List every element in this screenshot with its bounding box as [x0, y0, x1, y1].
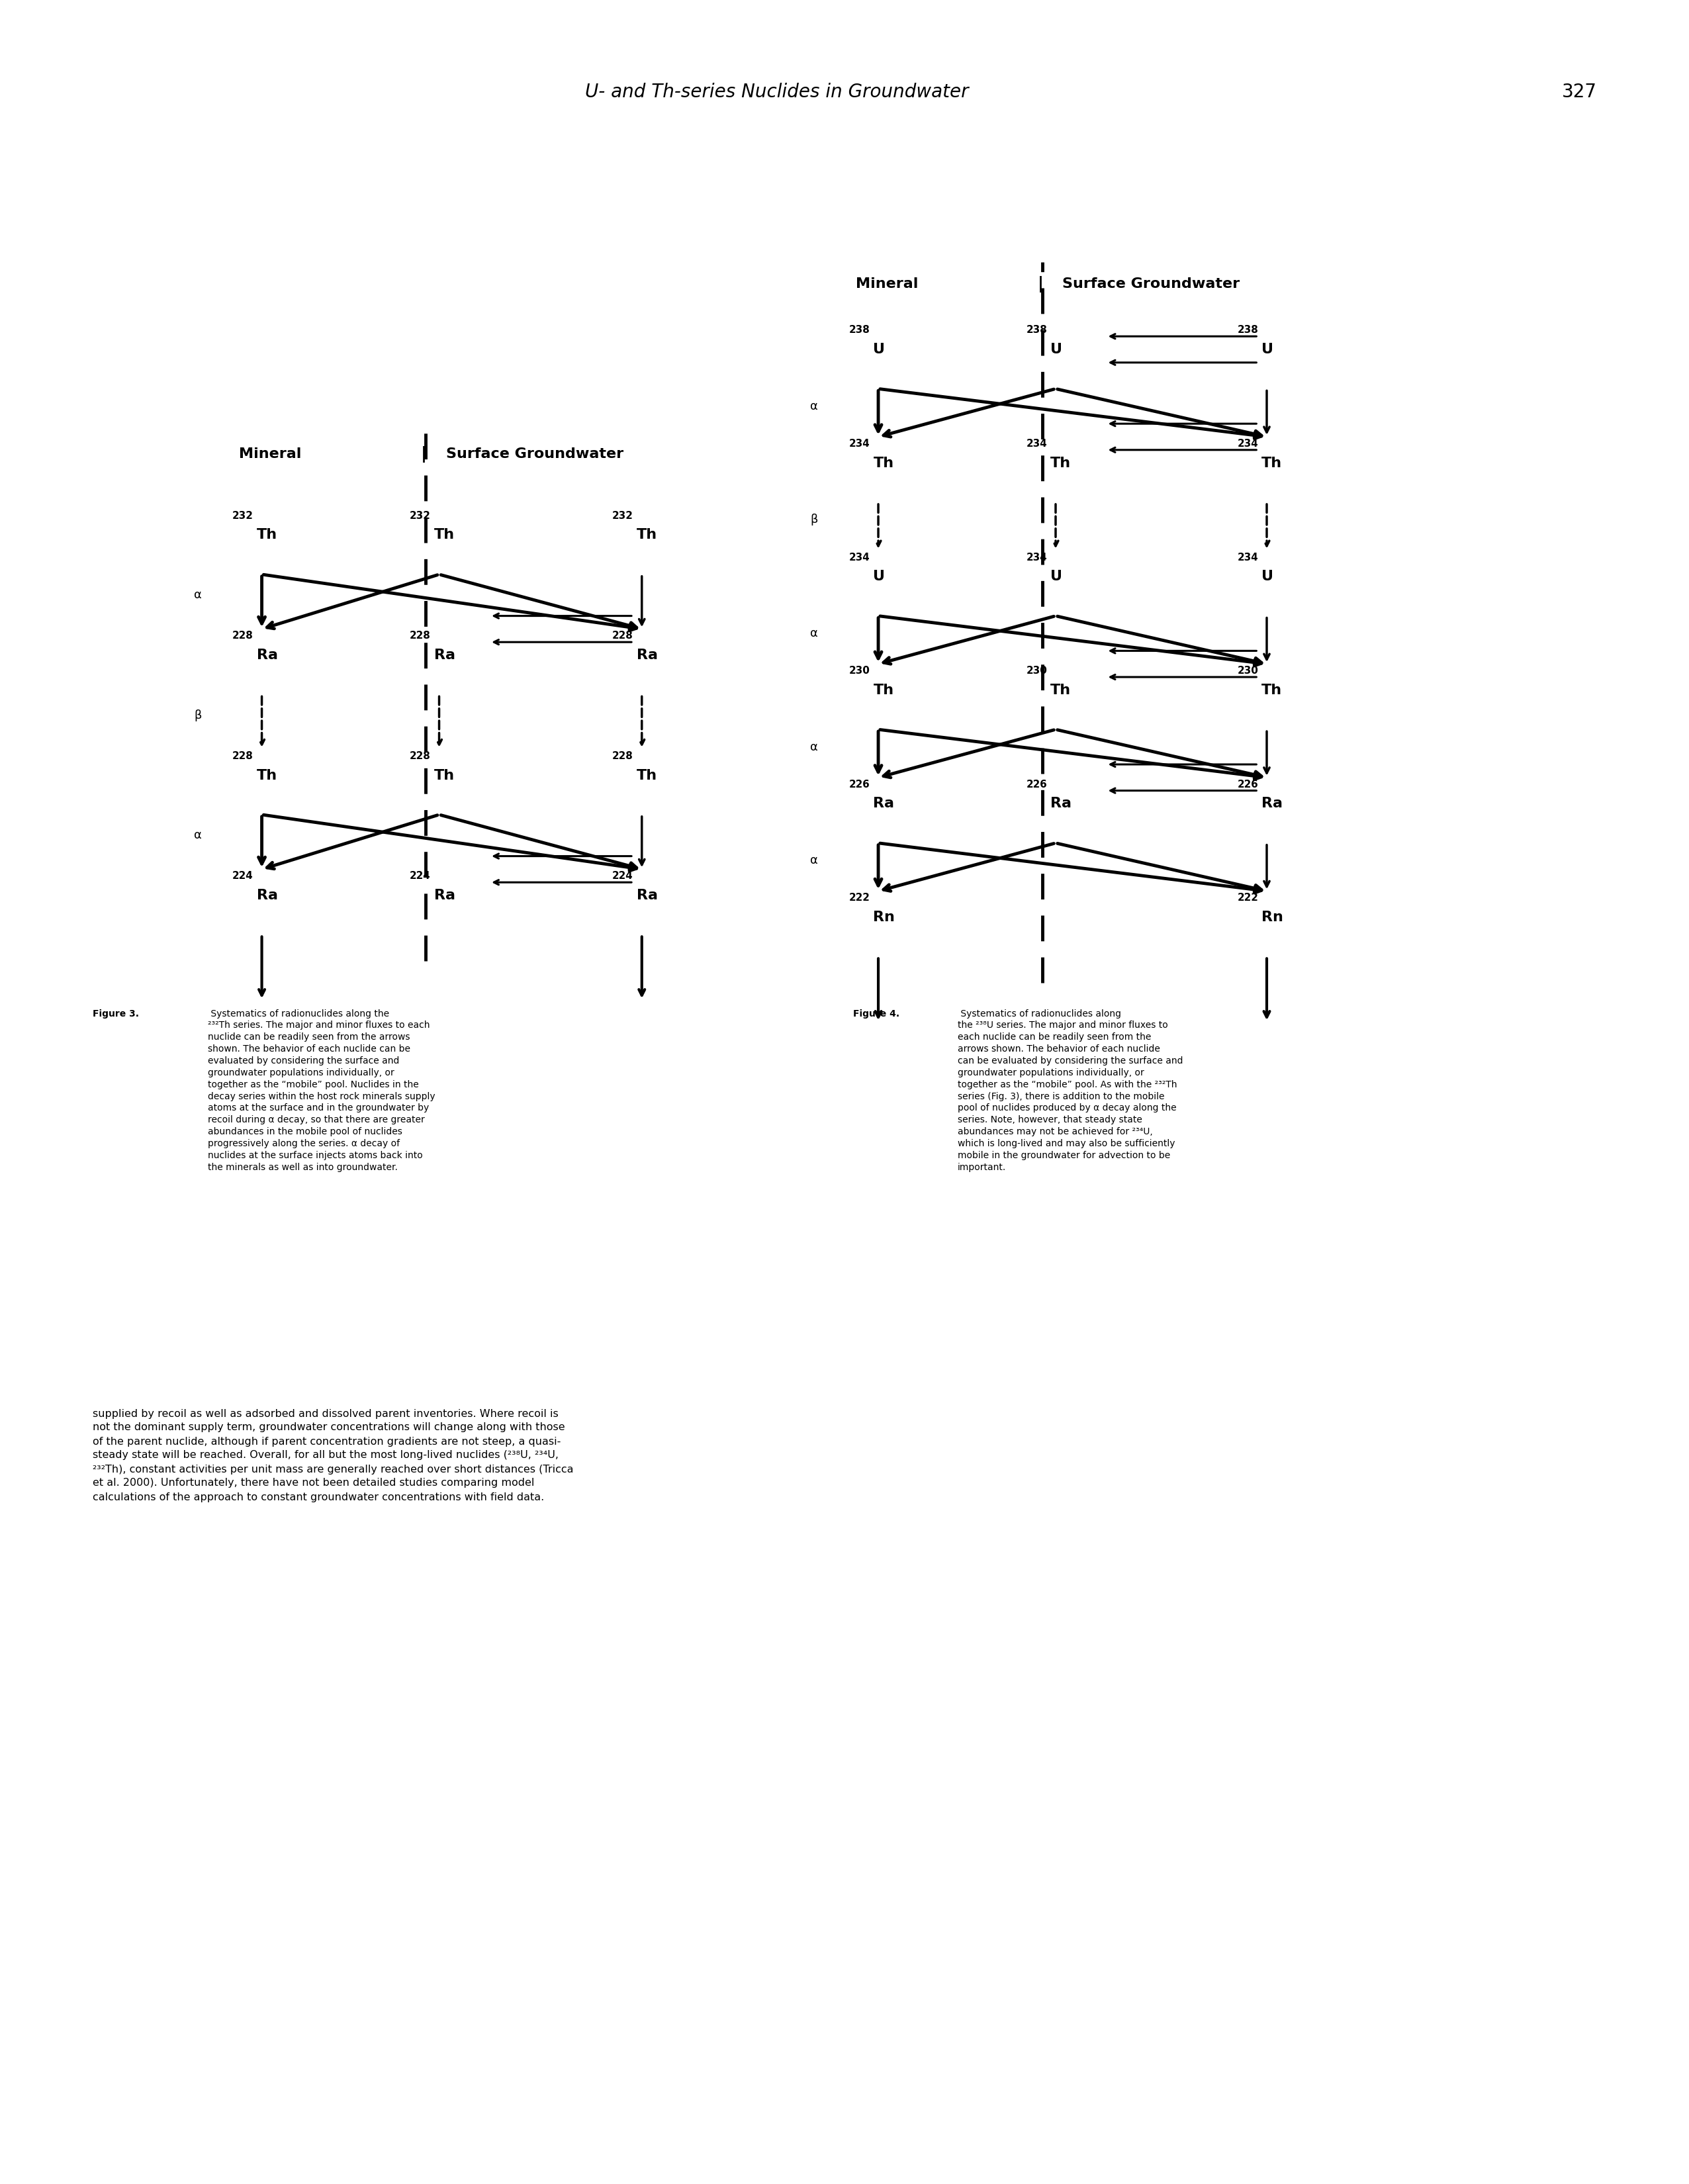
- Text: Th: Th: [637, 529, 657, 542]
- Text: 224: 224: [613, 871, 633, 880]
- Text: |: |: [421, 446, 427, 463]
- Text: U: U: [1051, 343, 1062, 356]
- Text: Th: Th: [1051, 456, 1071, 470]
- Text: 228: 228: [410, 751, 431, 760]
- Text: Th: Th: [257, 769, 277, 782]
- Text: Systematics of radionuclides along the
²³²Th series. The major and minor fluxes : Systematics of radionuclides along the ²…: [208, 1009, 436, 1173]
- Text: Th: Th: [637, 769, 657, 782]
- Text: 230: 230: [1027, 666, 1047, 675]
- Text: 234: 234: [850, 553, 870, 561]
- Text: 327: 327: [1562, 83, 1596, 100]
- Text: 226: 226: [1027, 780, 1047, 788]
- Text: 232: 232: [410, 511, 431, 520]
- Text: 238: 238: [1238, 325, 1258, 334]
- Text: |: |: [1037, 275, 1044, 293]
- Text: Th: Th: [1262, 456, 1282, 470]
- Text: 234: 234: [1027, 553, 1047, 561]
- Text: Th: Th: [873, 456, 893, 470]
- Text: 222: 222: [850, 893, 870, 902]
- Text: Figure 3.: Figure 3.: [93, 1009, 138, 1018]
- Text: β: β: [194, 710, 201, 721]
- Text: α: α: [194, 830, 201, 841]
- Text: Th: Th: [434, 529, 454, 542]
- Text: 228: 228: [410, 631, 431, 640]
- Text: Systematics of radionuclides along
the ²³⁸U series. The major and minor fluxes t: Systematics of radionuclides along the ²…: [958, 1009, 1182, 1173]
- Text: Ra: Ra: [434, 889, 456, 902]
- Text: Th: Th: [434, 769, 454, 782]
- Text: Ra: Ra: [637, 649, 659, 662]
- Text: 234: 234: [1238, 553, 1258, 561]
- Text: 234: 234: [850, 439, 870, 448]
- Text: α: α: [811, 854, 817, 867]
- Text: U- and Th-series Nuclides in Groundwater: U- and Th-series Nuclides in Groundwater: [584, 83, 969, 100]
- Text: 226: 226: [850, 780, 870, 788]
- Text: supplied by recoil as well as adsorbed and dissolved parent inventories. Where r: supplied by recoil as well as adsorbed a…: [93, 1409, 574, 1503]
- Text: 234: 234: [1238, 439, 1258, 448]
- Text: α: α: [194, 590, 201, 601]
- Text: U: U: [1262, 570, 1274, 583]
- Text: 238: 238: [1027, 325, 1047, 334]
- Text: 226: 226: [1238, 780, 1258, 788]
- Text: 234: 234: [1027, 439, 1047, 448]
- Text: Figure 4.: Figure 4.: [853, 1009, 899, 1018]
- Text: Th: Th: [873, 684, 893, 697]
- Text: Th: Th: [1051, 684, 1071, 697]
- Text: 228: 228: [613, 751, 633, 760]
- Text: U: U: [1262, 343, 1274, 356]
- Text: Ra: Ra: [873, 797, 895, 810]
- Text: β: β: [811, 513, 817, 526]
- Text: Ra: Ra: [637, 889, 659, 902]
- Text: U: U: [873, 570, 885, 583]
- Text: Rn: Rn: [1262, 911, 1284, 924]
- Text: Mineral: Mineral: [856, 277, 917, 290]
- Text: α: α: [811, 627, 817, 640]
- Text: U: U: [873, 343, 885, 356]
- Text: Rn: Rn: [873, 911, 895, 924]
- Text: α: α: [811, 740, 817, 753]
- Text: 232: 232: [613, 511, 633, 520]
- Text: 224: 224: [233, 871, 253, 880]
- Text: α: α: [811, 400, 817, 413]
- Text: Surface Groundwater: Surface Groundwater: [446, 448, 623, 461]
- Text: Surface Groundwater: Surface Groundwater: [1062, 277, 1240, 290]
- Text: 232: 232: [233, 511, 253, 520]
- Text: 238: 238: [850, 325, 870, 334]
- Text: Ra: Ra: [1262, 797, 1284, 810]
- Text: Th: Th: [257, 529, 277, 542]
- Text: 228: 228: [233, 631, 253, 640]
- Text: Th: Th: [1262, 684, 1282, 697]
- Text: 230: 230: [1238, 666, 1258, 675]
- Text: 228: 228: [613, 631, 633, 640]
- Text: 230: 230: [850, 666, 870, 675]
- Text: 222: 222: [1238, 893, 1258, 902]
- Text: Ra: Ra: [434, 649, 456, 662]
- Text: Ra: Ra: [1051, 797, 1073, 810]
- Text: Mineral: Mineral: [240, 448, 301, 461]
- Text: Ra: Ra: [257, 889, 279, 902]
- Text: U: U: [1051, 570, 1062, 583]
- Text: Ra: Ra: [257, 649, 279, 662]
- Text: 224: 224: [410, 871, 431, 880]
- Text: 228: 228: [233, 751, 253, 760]
